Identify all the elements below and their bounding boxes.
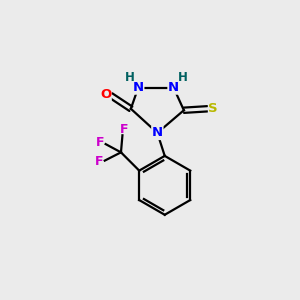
Text: O: O bbox=[100, 88, 111, 100]
Text: N: N bbox=[168, 81, 179, 94]
Text: F: F bbox=[96, 136, 105, 149]
Text: H: H bbox=[178, 71, 188, 84]
Text: F: F bbox=[94, 155, 103, 168]
Text: N: N bbox=[152, 126, 163, 140]
Text: F: F bbox=[120, 124, 128, 136]
Text: S: S bbox=[208, 102, 218, 115]
Text: H: H bbox=[124, 71, 134, 84]
Text: N: N bbox=[133, 81, 144, 94]
